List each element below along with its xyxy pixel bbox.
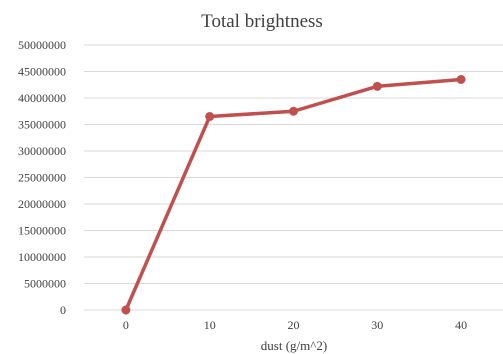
- y-tick-label: 50000000: [18, 38, 66, 52]
- x-tick-label: 0: [123, 318, 129, 332]
- data-point: [121, 305, 131, 315]
- series: [121, 74, 466, 315]
- data-point: [372, 81, 382, 91]
- x-tick-label: 10: [204, 318, 216, 332]
- y-tick-label: 5000000: [24, 277, 66, 291]
- y-tick-label: 25000000: [18, 171, 66, 185]
- data-point: [289, 106, 298, 116]
- y-tick-label: 10000000: [18, 250, 66, 264]
- y-tick-label: 45000000: [18, 65, 66, 79]
- x-tick-label: 40: [455, 318, 467, 332]
- y-tick-label: 40000000: [18, 91, 66, 105]
- data-point: [456, 74, 466, 84]
- y-tick-label: 15000000: [18, 224, 66, 238]
- grid: [84, 44, 503, 311]
- y-tick-label: 30000000: [18, 144, 66, 158]
- x-tick-label: 30: [371, 318, 383, 332]
- x-tick-label: 20: [288, 318, 300, 332]
- y-tick-label: 35000000: [18, 118, 66, 132]
- chart-title: Total brightness: [201, 11, 323, 32]
- y-tick-label: 0: [60, 303, 66, 317]
- data-point: [205, 112, 215, 122]
- y-axis-ticks: 0 5000000 10000000 15000000 20000000 25000000…: [18, 38, 66, 317]
- x-axis-label: dust (g/m^2): [261, 338, 327, 353]
- y-tick-label: 20000000: [18, 197, 66, 211]
- x-axis-ticks: 0 10 20 30 40: [123, 318, 467, 332]
